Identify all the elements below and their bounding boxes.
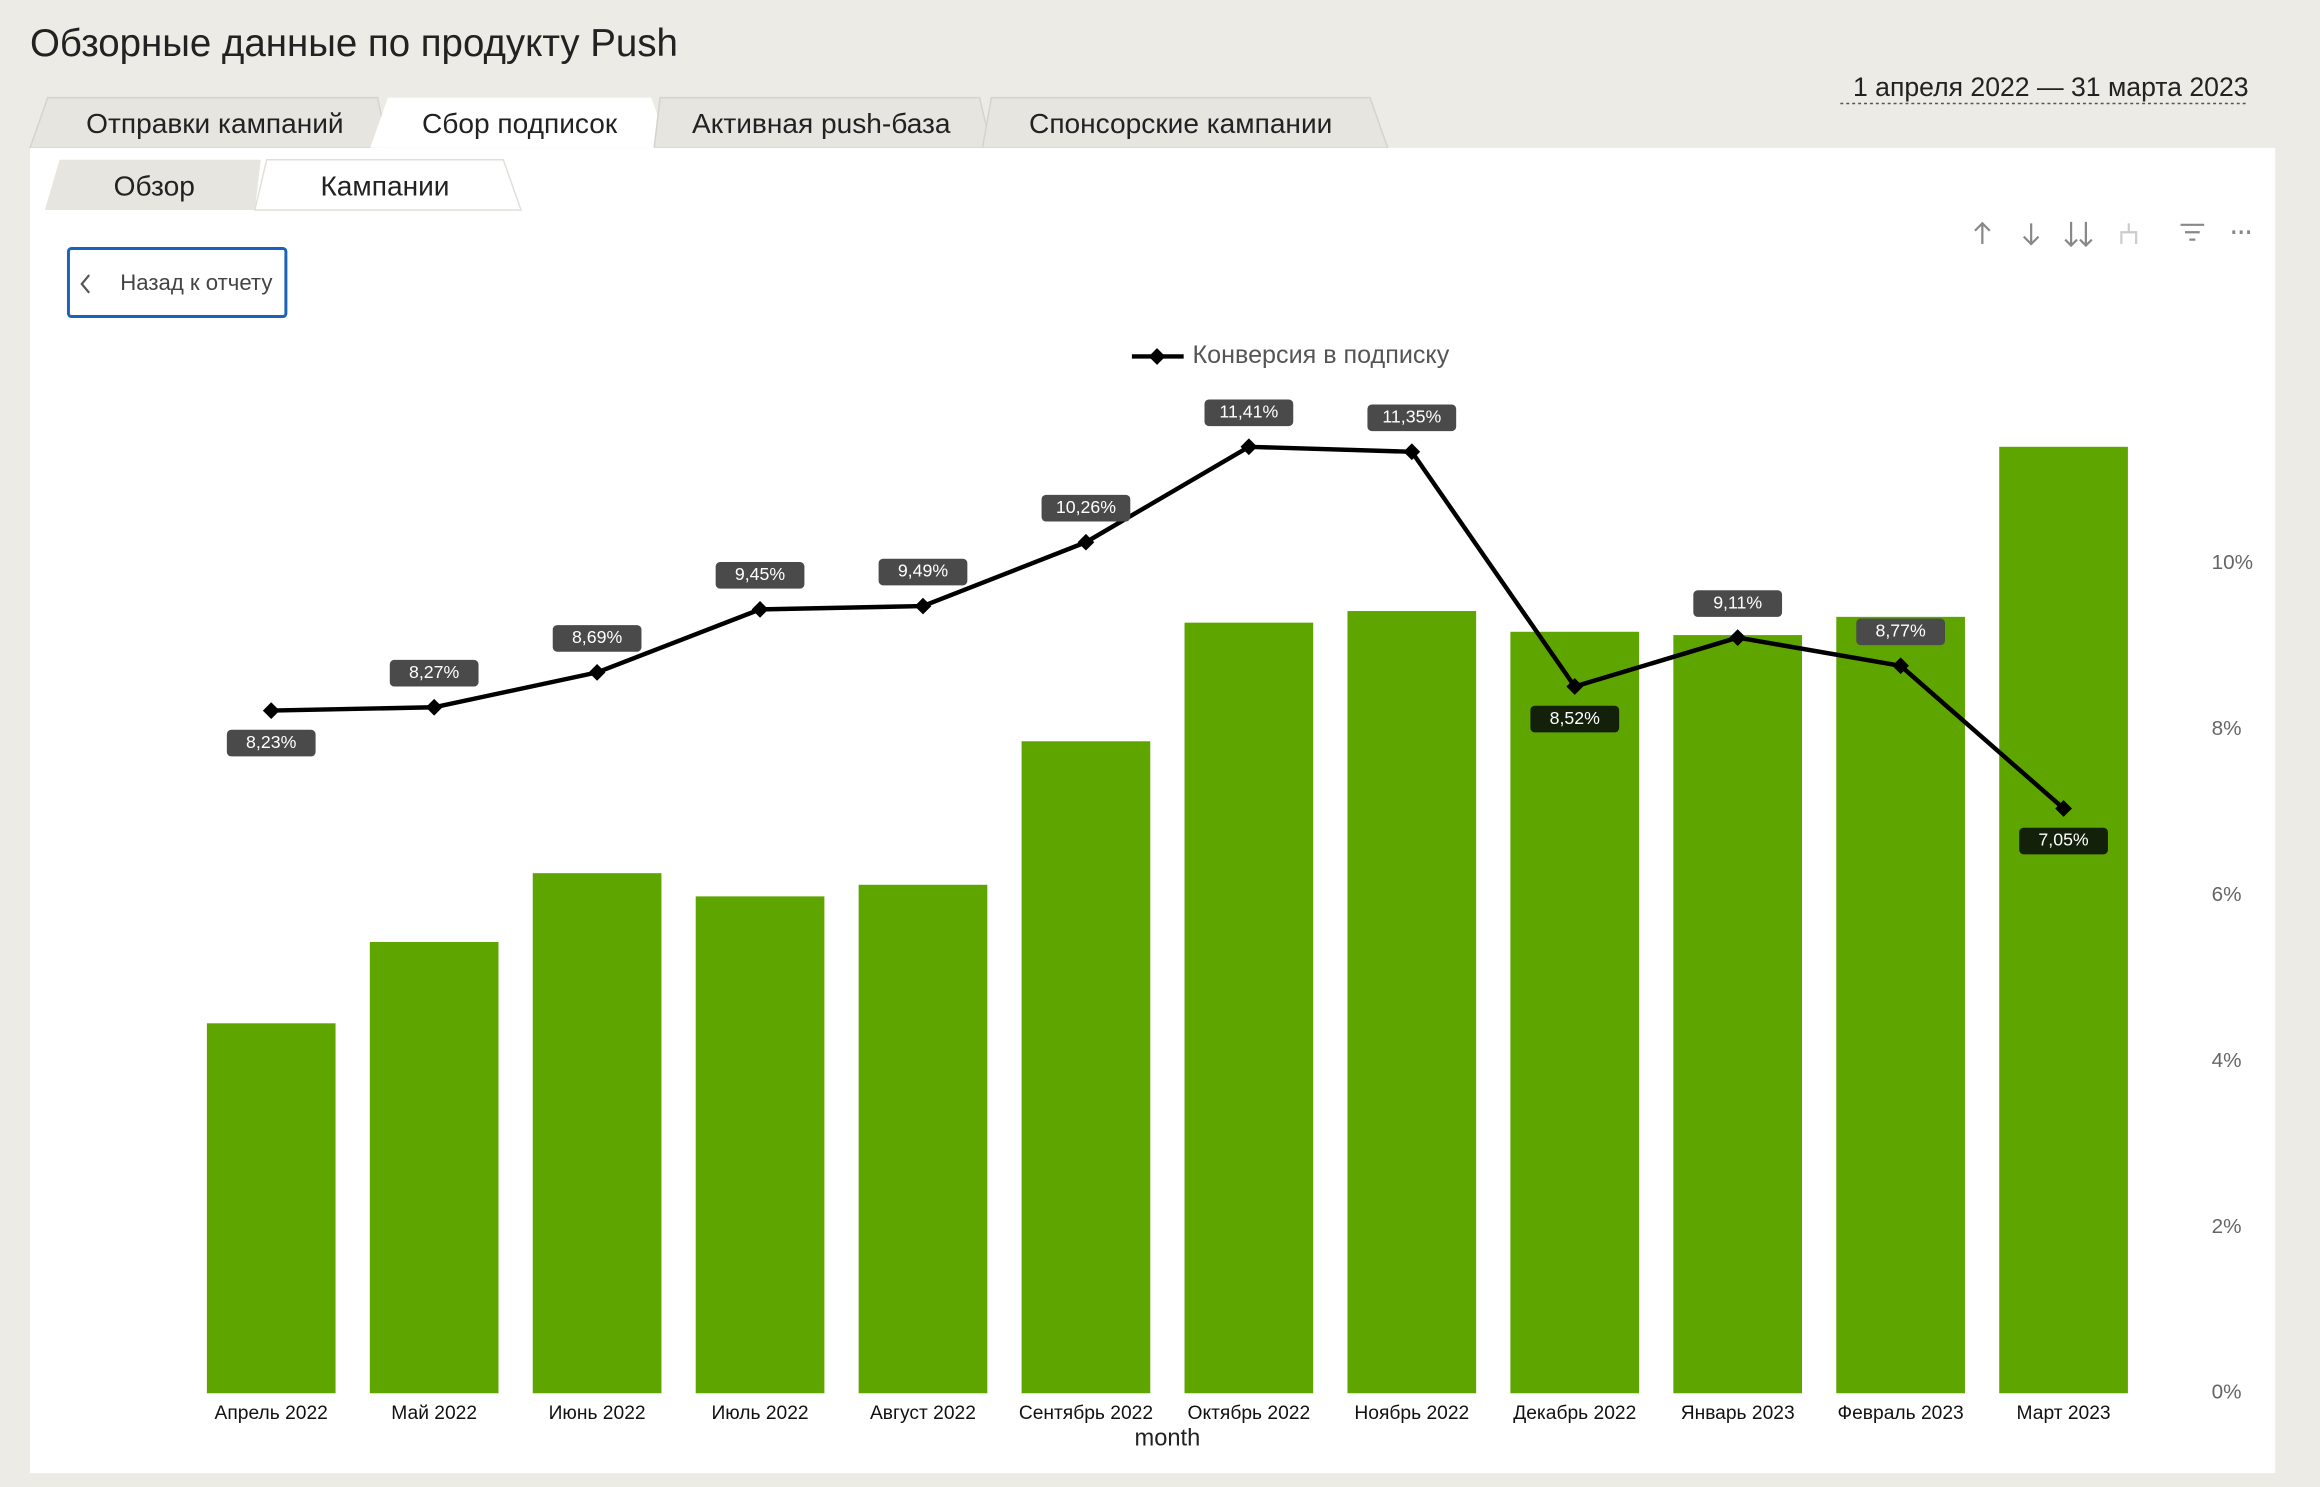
bar — [1021, 741, 1151, 1394]
back-icon — [80, 274, 91, 294]
line-point — [2055, 800, 2072, 817]
page-title: Обзорные данные по продукту Push — [30, 22, 678, 65]
data-label: 7,05% — [2038, 830, 2089, 850]
line-point — [262, 702, 280, 719]
x-axis-title: month — [1135, 1425, 1201, 1451]
tabs: Отправки кампаний Сбор подписок Активная… — [28, 96, 1389, 149]
line-point — [425, 698, 443, 716]
back-button[interactable] — [66, 247, 288, 318]
data-label-bg — [1204, 399, 1294, 427]
line-point — [1240, 438, 1258, 456]
toolbar — [1974, 221, 2251, 248]
line-point — [1077, 533, 1095, 551]
y-tick-label: 0% — [2212, 1381, 2242, 1404]
subtab-label[interactable]: Кампании — [320, 170, 449, 201]
data-label-bg — [226, 729, 316, 757]
data-label: 9,11% — [1713, 592, 1762, 612]
data-label: 11,35% — [1382, 406, 1441, 426]
data-label: 8,52% — [1550, 708, 1601, 728]
data-label-bg — [1530, 705, 1620, 733]
y-tick-label: 8% — [2212, 717, 2242, 740]
data-label-bg — [389, 659, 479, 687]
bar — [1836, 616, 1965, 1394]
x-tick-label: Октябрь 2022 — [1188, 1403, 1311, 1424]
subtab[interactable] — [44, 159, 261, 211]
tab-label[interactable]: Активная push-база — [692, 108, 951, 139]
line-point — [1403, 443, 1421, 461]
data-label-bg — [715, 562, 805, 589]
data-label: 9,45% — [735, 564, 786, 584]
line-point — [914, 597, 932, 615]
line — [271, 444, 2066, 811]
data-label: 8,69% — [572, 627, 623, 647]
data-label: 10,26% — [1056, 497, 1116, 517]
bar — [369, 942, 499, 1394]
data-label-bg — [552, 625, 642, 652]
x-tick-label: Август 2022 — [870, 1403, 976, 1424]
expand-icon[interactable] — [2064, 221, 2093, 248]
chart: 0% 2% 4% 6% 8% 10% Апрель 2022 Май 2022 Июнь 202… — [206, 341, 2253, 1451]
y-tick-label: 4% — [2212, 1049, 2242, 1072]
data-label-bg — [878, 558, 968, 586]
x-tick-label: Апрель 2022 — [215, 1403, 328, 1424]
drill-icon[interactable] — [2120, 223, 2138, 245]
x-tick-label: Декабрь 2022 — [1513, 1403, 1636, 1424]
data-label: 9,49% — [898, 561, 949, 581]
subtab-label[interactable]: Обзор — [114, 170, 195, 201]
y-tick-label: 6% — [2212, 883, 2242, 906]
x-tick-label: Июнь 2022 — [549, 1403, 646, 1424]
x-tick-label: Май 2022 — [391, 1403, 477, 1424]
back-label[interactable]: Назад к отчету — [120, 270, 273, 295]
bar — [695, 896, 825, 1394]
tab-label[interactable]: Отправки кампаний — [86, 108, 343, 139]
data-label-bg — [1041, 494, 1131, 522]
data-label: 8,23% — [246, 732, 297, 752]
legend-label: Конверсия в подписку — [1193, 341, 1450, 369]
x-tick-label: Сентябрь 2022 — [1019, 1403, 1153, 1424]
bar — [1673, 635, 1803, 1394]
line-point — [1892, 657, 1909, 675]
bar — [532, 873, 662, 1394]
data-label: 8,27% — [409, 662, 460, 682]
sort-down-icon[interactable] — [2022, 223, 2040, 246]
bar — [1510, 631, 1640, 1394]
x-tick-label: Март 2023 — [2017, 1403, 2111, 1424]
line-point — [588, 664, 606, 681]
data-label: 11,41% — [1219, 401, 1278, 421]
data-label: 8,77% — [1875, 620, 1926, 640]
line-point — [751, 601, 769, 618]
x-tick-label: Июль 2022 — [711, 1403, 808, 1424]
bar — [1347, 611, 1477, 1394]
bar — [858, 884, 988, 1394]
tab-label[interactable]: Спонсорские кампании — [1029, 108, 1332, 139]
tab-label[interactable]: Сбор подписок — [422, 108, 618, 139]
date-range[interactable]: 1 апреля 2022 — 31 марта 2023 — [1853, 72, 2249, 102]
x-tick-label: Февраль 2023 — [1838, 1403, 1964, 1424]
y-tick-label: 10% — [2212, 551, 2253, 574]
y-tick-label: 2% — [2212, 1215, 2242, 1238]
sort-up-icon[interactable] — [1974, 221, 1991, 245]
data-label-bg — [1693, 590, 1783, 617]
bar — [1184, 622, 1314, 1394]
data-label-bg — [1367, 404, 1457, 432]
data-label-bg — [1856, 618, 1946, 646]
subtab-active[interactable] — [253, 158, 523, 211]
filter-icon[interactable] — [2180, 223, 2205, 241]
x-tick-label: Ноябрь 2022 — [1354, 1403, 1469, 1424]
tab-active[interactable] — [370, 97, 669, 148]
bar — [1999, 446, 2128, 1394]
legend-marker — [1148, 348, 1166, 365]
data-label-bg — [2019, 827, 2108, 855]
x-tick-label: Январь 2023 — [1681, 1403, 1795, 1424]
bar — [206, 1023, 336, 1394]
